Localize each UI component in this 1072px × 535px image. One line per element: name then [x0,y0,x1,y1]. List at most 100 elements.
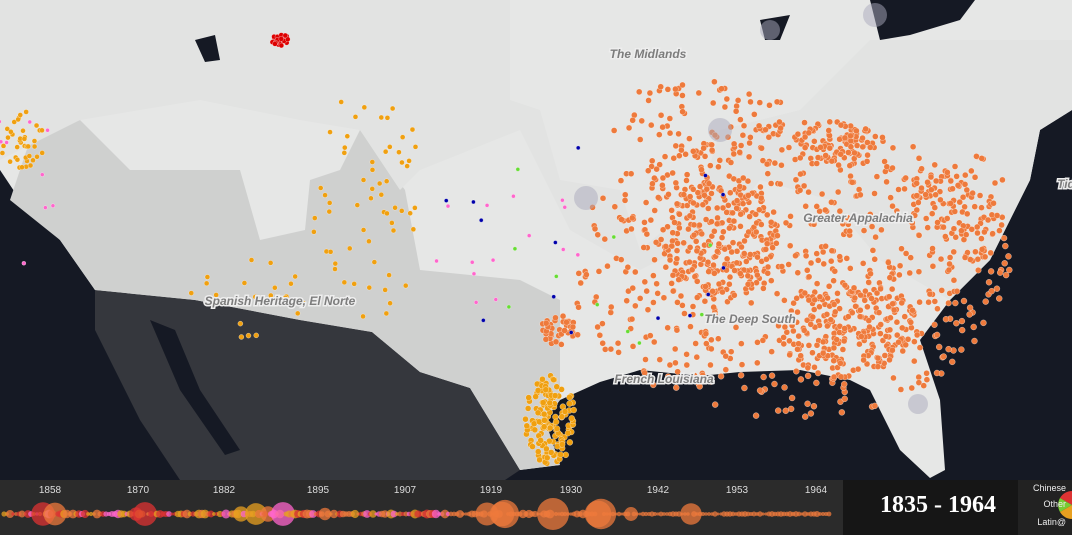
event-dot [738,243,745,251]
event-dot [669,272,677,279]
event-dot [714,204,721,212]
event-dot [341,150,347,156]
event-dot [887,194,894,201]
event-dot [949,358,956,366]
event-dot [923,376,931,383]
event-dot [671,219,678,226]
event-dot [695,89,702,97]
event-dot [744,177,752,185]
event-dot [543,320,550,327]
event-dot [828,157,836,165]
map-label: The Midlands [610,47,687,61]
event-dot [958,317,966,325]
event-dot [923,370,930,377]
timeline-dot [751,511,757,517]
event-dot [981,253,989,260]
event-dot [562,205,567,210]
event-dot [830,357,837,364]
event-dot [775,322,782,329]
event-dot [669,229,676,236]
event-dot [554,274,559,279]
event-dot [807,410,815,417]
event-dot [744,272,752,279]
event-dot [771,380,778,388]
event-dot [595,268,603,275]
event-dot [245,332,252,339]
event-dot [683,351,690,358]
timeline-dot [80,509,90,519]
event-dot [924,224,931,231]
event-dot [898,215,906,223]
event-dot [45,128,50,133]
event-dot [387,144,393,150]
event-dot [515,167,520,172]
event-dot [699,312,704,317]
event-dot [933,331,941,339]
event-dot [818,190,826,198]
event-dot [797,154,804,162]
event-dot [867,270,874,277]
event-dot [708,336,715,343]
event-dot [861,297,868,304]
event-dot [369,186,375,192]
event-dot [846,227,853,235]
event-dot [836,253,843,260]
timeline-dot [585,498,617,530]
event-dot [751,111,758,118]
event-dot [931,204,938,211]
event-dot [656,131,663,138]
event-dot [717,187,725,194]
event-dot [322,192,328,198]
event-dot [659,174,667,182]
event-dot [376,180,383,187]
map-label: The Deep South [704,312,795,326]
event-dot [687,323,694,330]
event-dot [963,186,970,194]
event-dot [950,277,958,284]
event-dot [856,340,863,348]
event-dot [332,266,338,272]
timeline-dot [662,512,666,516]
cluster-halo [760,20,780,40]
event-dot [836,136,843,143]
event-dot [932,191,939,198]
event-dot [759,337,767,344]
event-dot [552,314,559,321]
event-dot [618,256,625,263]
event-dot [895,186,902,193]
event-dot [895,339,902,346]
event-dot [940,353,947,360]
event-dot [793,368,800,375]
timeline-dot [707,512,711,516]
legend-pie [1060,491,1072,505]
event-dot [14,157,21,163]
event-dot [341,279,348,286]
event-dot [409,126,416,133]
event-dot [780,334,787,341]
event-dot [679,108,686,115]
event-dot [856,313,864,320]
event-dot [865,279,872,286]
event-dot [728,248,735,256]
event-dot [692,340,699,347]
event-dot [810,221,818,228]
event-dot [972,248,979,255]
event-dot [797,170,804,178]
timeline-dot [390,510,398,518]
event-dot [860,227,868,234]
event-dot [981,228,988,236]
event-dot [523,422,530,429]
event-dot [797,352,804,359]
event-dot [706,292,711,297]
event-dot [535,448,542,455]
event-dot [978,235,985,242]
event-dot [780,340,787,348]
event-dot [614,340,622,347]
timeline-dot [640,511,646,517]
event-dot [988,211,996,218]
event-dot [708,243,713,248]
event-dot [865,317,872,324]
timeline-dot [665,512,669,516]
event-dot [836,207,844,215]
event-dot [889,347,896,354]
